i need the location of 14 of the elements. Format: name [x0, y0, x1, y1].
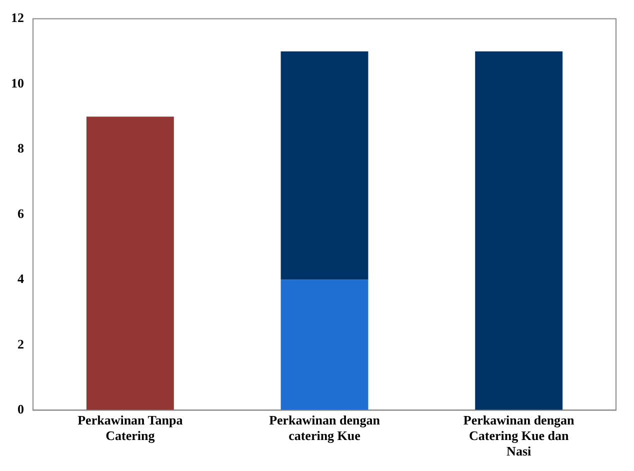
- y-tick-label: 6: [18, 206, 24, 221]
- y-tick-label: 0: [18, 402, 24, 417]
- bar: [475, 51, 563, 410]
- y-tick-label: 4: [18, 271, 24, 286]
- y-tick-label: 12: [11, 10, 24, 26]
- bar: [280, 51, 368, 280]
- bar: [86, 116, 174, 410]
- y-tick-label: 10: [11, 75, 24, 90]
- x-tick-label: Perkawinan Tanpa Catering: [78, 412, 184, 443]
- bar: [280, 280, 368, 410]
- x-tick-label: Perkawinan dengan Catering Kue dan Nasi: [463, 412, 576, 459]
- y-tick-label: 2: [18, 336, 24, 352]
- x-tick-label: Perkawinan dengan catering Kue: [269, 412, 381, 443]
- y-tick-label: 8: [18, 140, 24, 156]
